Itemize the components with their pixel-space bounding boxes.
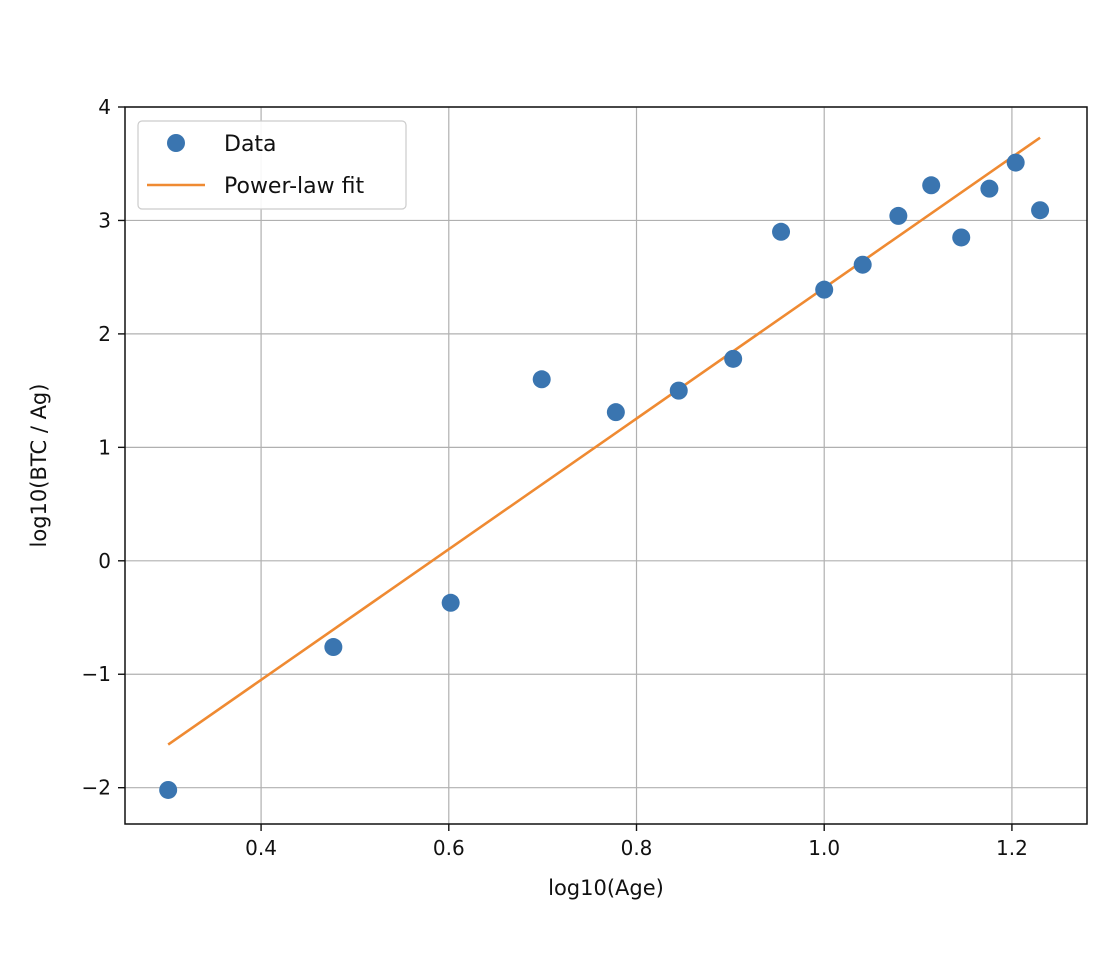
legend-marker-data [167,134,185,152]
data-point [324,638,343,657]
plot-frame [124,106,1088,825]
grid [125,106,1087,824]
x-tick-label: 0.4 [245,836,277,860]
legend: Data Power-law fit [137,120,407,210]
fit-line-layer [167,136,1041,746]
legend-box [137,120,407,210]
y-tick-label: −1 [82,662,111,686]
y-tick-label: 2 [98,322,111,346]
data-point [772,222,791,241]
y-tick-label: −2 [82,776,111,800]
data-point [853,255,872,274]
x-axis-label: log10(Age) [548,876,664,900]
x-tick-label: 1.0 [808,836,840,860]
data-point [1031,201,1050,220]
data-point [922,176,941,195]
axis-ticks: 0.4 0.6 0.8 1.0 1.2 −2 −1 0 1 2 3 4 [82,95,1028,860]
x-tick-label: 0.6 [433,836,465,860]
data-point [724,349,743,368]
data-point [159,780,178,799]
legend-label-data: Data [224,132,277,157]
data-point [532,370,551,389]
y-tick-label: 3 [98,208,111,232]
data-point [980,179,999,198]
data-points-layer [159,153,1050,799]
data-point [441,593,460,612]
y-axis-label: log10(BTC / Ag) [27,384,51,548]
data-point [606,403,625,422]
data-point [815,280,834,299]
data-point [889,206,908,225]
data-point [1006,153,1025,172]
legend-label-fit: Power-law fit [224,174,364,199]
y-tick-label: 1 [98,435,111,459]
x-tick-label: 1.2 [996,836,1028,860]
x-tick-label: 0.8 [621,836,653,860]
data-point [669,381,688,400]
y-tick-label: 4 [98,95,111,119]
y-tick-label: 0 [98,549,111,573]
data-point [952,228,971,247]
fit-line [167,136,1041,746]
